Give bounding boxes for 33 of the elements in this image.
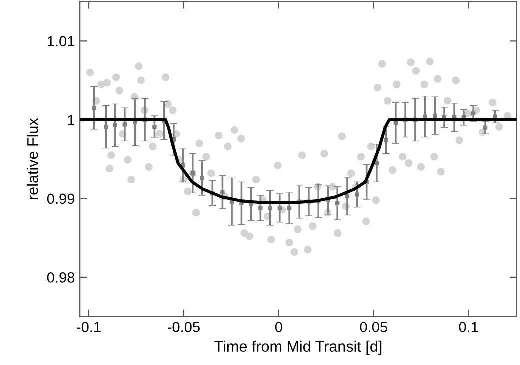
point bbox=[92, 106, 96, 110]
point bbox=[258, 206, 263, 210]
y-tick-label: 1.01 bbox=[48, 36, 75, 47]
x-tick-label: 0 bbox=[275, 322, 282, 332]
point bbox=[345, 194, 350, 198]
point bbox=[423, 114, 428, 119]
y-tick-label: 0.98 bbox=[47, 272, 75, 283]
point bbox=[355, 192, 360, 197]
point bbox=[493, 114, 498, 119]
point bbox=[384, 138, 388, 143]
point bbox=[278, 206, 282, 210]
point bbox=[122, 122, 127, 127]
point bbox=[220, 190, 225, 194]
point bbox=[287, 206, 292, 210]
x-tick-label: 0.05 bbox=[360, 322, 388, 332]
y-axis-title: relative Flux bbox=[27, 118, 38, 200]
point bbox=[200, 176, 204, 180]
point bbox=[374, 161, 379, 166]
point bbox=[433, 114, 438, 118]
point bbox=[471, 112, 476, 116]
point bbox=[152, 124, 157, 130]
line-series bbox=[80, 118, 517, 204]
point bbox=[113, 123, 118, 128]
point bbox=[104, 124, 108, 130]
y-tick-label: 0.99 bbox=[47, 194, 75, 204]
point bbox=[336, 201, 340, 206]
x-axis-title: Time from Mid Transit [d] bbox=[214, 340, 382, 356]
x-tick-label: 0.1 bbox=[459, 322, 478, 332]
point bbox=[268, 206, 272, 210]
point bbox=[483, 126, 488, 130]
y-tick-label: 1 bbox=[68, 115, 75, 126]
x-tick-label: -0.1 bbox=[77, 322, 101, 332]
x-tick-label: -0.05 bbox=[168, 322, 200, 332]
